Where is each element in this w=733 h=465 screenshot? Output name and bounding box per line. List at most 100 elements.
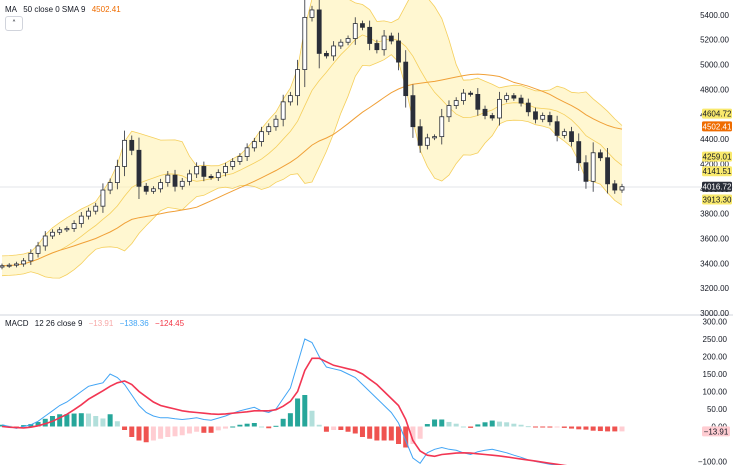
candle-body	[187, 173, 192, 182]
candle-body	[388, 35, 394, 42]
candle	[569, 126, 574, 147]
macd-hist-bar	[432, 419, 438, 427]
price-tick-label: 4400.00	[700, 135, 729, 144]
candle	[367, 20, 373, 51]
macd-hist-bar	[323, 426, 329, 432]
candle-body	[504, 95, 510, 100]
legend-macd-hist-value: −13.91	[88, 319, 114, 328]
candle	[381, 30, 387, 56]
macd-tick-label: 250.00	[703, 335, 728, 344]
candle	[136, 137, 142, 199]
candle-body	[381, 35, 387, 51]
candle	[316, 0, 322, 69]
candle-body	[107, 182, 113, 191]
macd-hist-bar	[186, 426, 192, 434]
macd-hist-bar	[273, 425, 279, 427]
price-tick-label: 5200.00	[700, 36, 729, 45]
candle-body	[201, 166, 207, 177]
price-tick-label: 4200.00	[700, 160, 729, 169]
macd-hist-bar	[287, 413, 293, 427]
candle	[230, 158, 236, 170]
candle	[42, 231, 48, 251]
candle	[150, 186, 156, 194]
macd-hist-bar	[612, 426, 618, 432]
macd-hist-bar	[338, 426, 344, 430]
candle-body	[86, 210, 91, 217]
main-legend: MA 50 close 0 SMA 9 4502.41	[5, 5, 125, 14]
candle-body	[64, 228, 70, 231]
chevron-up-icon[interactable]: ˄	[5, 16, 23, 31]
macd-hist-bar	[114, 421, 120, 427]
macd-hist-bar	[547, 426, 553, 428]
price-tick-label: 5400.00	[700, 11, 729, 20]
band-lower-line	[1, 54, 623, 279]
candle	[280, 94, 286, 127]
candle	[460, 89, 466, 105]
candle	[475, 88, 481, 116]
macd-tick-label: 200.00	[703, 353, 728, 362]
macd-hist-bar	[215, 426, 221, 431]
macd-hist-bar	[42, 418, 48, 427]
macd-hist-bar	[518, 424, 524, 427]
macd-hist-bar	[0, 424, 5, 427]
macd-hist-bar	[64, 414, 70, 427]
macd-hist-bar	[251, 423, 257, 427]
candle-body	[259, 131, 264, 142]
price-badge-bg	[702, 108, 732, 119]
macd-hist-bar	[179, 426, 185, 436]
legend-macd-signal-value: −124.45	[154, 319, 185, 328]
legend-ma-value: 4502.41	[91, 5, 121, 14]
candle	[165, 171, 171, 187]
candle	[86, 207, 91, 220]
candle-body	[309, 9, 315, 18]
candle-body	[403, 61, 409, 97]
candle-body	[612, 183, 618, 191]
candle	[57, 227, 63, 235]
candle	[0, 263, 5, 270]
macd-hist-bar	[446, 421, 452, 427]
candle-body	[316, 9, 322, 54]
candle	[360, 20, 365, 31]
candle	[352, 17, 358, 45]
macd-hist-bar	[554, 426, 560, 428]
candle-body	[453, 100, 459, 106]
candle	[21, 258, 27, 267]
price-badge: 4604.72	[702, 108, 732, 119]
candle-body	[605, 157, 610, 185]
macd-hist-bar	[345, 426, 351, 432]
candle-body	[468, 92, 474, 95]
candle	[266, 123, 272, 136]
macd-hist-bar	[619, 426, 625, 432]
candle	[424, 133, 430, 150]
macd-hist-bar	[352, 426, 358, 434]
candle	[338, 39, 344, 49]
macd-hist-bar	[295, 398, 301, 427]
candle	[489, 112, 495, 121]
macd-hist-bar	[381, 426, 387, 441]
candle	[540, 112, 546, 123]
macd-hist-bar	[35, 421, 41, 427]
candle-body	[14, 263, 19, 266]
macd-hist-bar	[540, 426, 546, 428]
legend-macd-params: 12 26 close 9	[34, 319, 83, 328]
macd-hist-bar	[482, 422, 488, 427]
macd-histogram	[0, 395, 625, 448]
candle-body	[287, 95, 293, 103]
macd-hist-bar	[511, 423, 517, 427]
candle-body	[417, 126, 423, 146]
candle-body	[295, 69, 300, 97]
price-tick-label: 3800.00	[700, 210, 729, 219]
candle-body	[367, 26, 373, 44]
macd-hist-bar	[136, 426, 142, 441]
candle	[533, 107, 538, 124]
candle-body	[194, 166, 200, 175]
macd-hist-bar	[107, 414, 113, 427]
candle	[187, 169, 192, 186]
candle	[612, 180, 618, 194]
candle-body	[547, 115, 553, 123]
macd-hist-bar	[259, 426, 265, 428]
candle-body	[122, 139, 127, 167]
candle-body	[569, 131, 574, 142]
candle-body	[410, 95, 416, 128]
